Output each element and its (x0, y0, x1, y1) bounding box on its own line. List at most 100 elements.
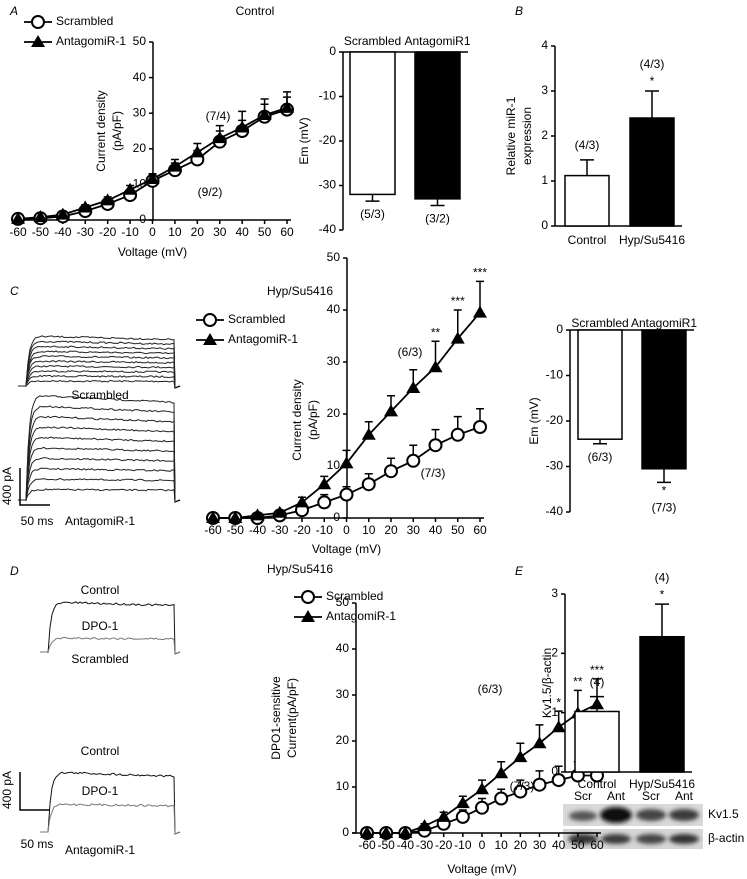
data-point (272, 505, 287, 518)
data-point (228, 511, 243, 523)
blot-band (669, 809, 699, 821)
data-point (450, 331, 465, 344)
x-tick-label: 50 (451, 523, 465, 537)
x-tick-label: -30 (271, 523, 289, 537)
x-tick-label: -20 (293, 523, 311, 537)
panel-label: D (10, 564, 19, 578)
legend-marker (31, 35, 45, 47)
current-trace (18, 415, 181, 503)
data-point (455, 796, 470, 809)
blot-band (636, 809, 666, 821)
data-point (212, 131, 227, 144)
data-point (55, 207, 70, 220)
y-tick-label: 0 (139, 212, 146, 226)
data-point (398, 826, 413, 838)
y-tick-label: -30 (319, 178, 337, 192)
x-tick-label: Hyp/Su5416 (619, 233, 685, 247)
error-bar (580, 159, 594, 176)
legend-marker (203, 333, 217, 345)
data-point (473, 420, 487, 434)
chart-title: Hyp/Su5416 (267, 562, 333, 576)
x-tick-label: 20 (514, 838, 528, 852)
n-label: (4) (655, 570, 670, 584)
current-trace (18, 340, 181, 389)
panel-label: E (515, 564, 524, 578)
bar (629, 117, 675, 227)
y-tick-label: -10 (546, 368, 564, 382)
blot-band (600, 807, 632, 823)
current-trace (18, 360, 181, 389)
y-tick-label: 30 (327, 354, 341, 368)
significance-label: * (650, 74, 655, 88)
bar (349, 51, 396, 196)
current-trace (40, 771, 181, 835)
y-tick-label: 20 (336, 733, 350, 747)
bar (577, 329, 623, 440)
y-tick-label: -40 (546, 504, 564, 518)
y-tick-label: -20 (546, 413, 564, 427)
x-tick-label: 60 (473, 523, 487, 537)
trace-label: AntagomiR-1 (65, 514, 135, 528)
current-trace (18, 467, 181, 503)
significance-label: *** (590, 663, 604, 677)
data-point (317, 495, 332, 510)
y-axis-label: DPO1-sensitive (269, 676, 283, 760)
y-tick-label: 10 (327, 458, 341, 472)
data-point (513, 784, 528, 799)
data-point (406, 453, 421, 468)
panel-label: A (9, 4, 18, 18)
significance-label: ** (431, 325, 441, 339)
blot-band (636, 834, 666, 844)
y-axis-label: Current density (290, 379, 304, 460)
y-tick-label: -10 (319, 89, 337, 103)
scale-label: 400 pA (0, 771, 14, 809)
y-axis-label: Relative miR-1 (504, 96, 518, 175)
y-tick-label: 0 (329, 44, 336, 58)
y-tick-label: 2 (551, 646, 558, 660)
scale-label: 50 ms (21, 837, 54, 851)
data-point (280, 100, 294, 113)
blot-band (601, 834, 631, 844)
y-tick-label: 0 (333, 510, 340, 524)
data-point (532, 777, 547, 792)
legend-marker (301, 590, 315, 604)
data-point (379, 826, 394, 838)
x-tick-label: 50 (571, 838, 585, 852)
current-trace (40, 636, 181, 655)
blot-band (568, 834, 598, 844)
scale-label: 400 pA (0, 467, 14, 505)
n-label: (3/2) (425, 212, 450, 226)
data-point (33, 210, 48, 223)
legend-marker (31, 15, 45, 29)
x-tick-label: 40 (429, 523, 443, 537)
error-bar (655, 603, 669, 637)
error-bar (657, 468, 671, 484)
current-trace (18, 446, 181, 503)
y-tick-label: 1 (551, 705, 558, 719)
x-tick-label: 30 (407, 523, 421, 537)
legend-marker (203, 313, 217, 327)
x-tick-label: -50 (227, 523, 245, 537)
x-tick-label: 10 (494, 838, 508, 852)
x-tick-label: -10 (316, 523, 334, 537)
n-label: (7/3) (652, 501, 677, 515)
current-trace (18, 405, 181, 503)
data-point (428, 360, 443, 373)
data-point (436, 809, 451, 822)
error-bar (593, 439, 607, 445)
bar (641, 329, 687, 470)
x-tick-label: 10 (168, 225, 182, 239)
x-tick-label: 20 (384, 523, 398, 537)
y-tick-label: 10 (336, 779, 350, 793)
x-tick-label: 10 (362, 523, 376, 537)
band-label: β-actin (708, 831, 744, 845)
data-point (339, 456, 354, 469)
data-point (360, 826, 374, 838)
x-tick-label: Control (578, 777, 617, 791)
data-point (406, 381, 421, 393)
trace-label: Scrambled (71, 388, 128, 402)
current-trace (18, 395, 181, 503)
annotation: (7/3) (510, 779, 535, 793)
current-trace (18, 345, 181, 389)
data-point (494, 766, 509, 779)
